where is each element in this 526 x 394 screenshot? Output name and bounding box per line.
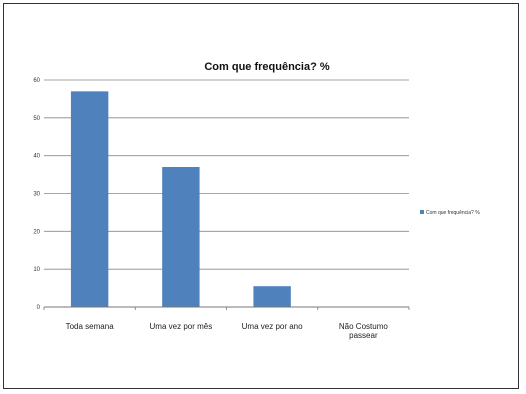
x-category-label: Toda semana xyxy=(66,322,115,331)
y-tick-label: 0 xyxy=(37,305,41,311)
bar-0 xyxy=(70,91,109,307)
legend-label: Com que frequência? % xyxy=(426,210,480,216)
x-category-label: Não Costumo passear xyxy=(339,322,388,340)
y-tick-label: 30 xyxy=(33,192,40,198)
bars xyxy=(70,91,291,307)
legend-swatch xyxy=(420,210,424,214)
y-axis-ticks: 0 10 20 30 40 50 60 xyxy=(33,78,40,311)
y-tick-label: 40 xyxy=(33,154,40,160)
y-tick-label: 50 xyxy=(33,116,40,122)
y-tick-label: 10 xyxy=(33,267,40,273)
chart-frame: Com que frequência? % 0 10 20 30 40 50 60 Toda… xyxy=(3,3,519,389)
x-category-label: Uma vez por ano xyxy=(242,322,303,331)
y-tick-label: 60 xyxy=(33,78,40,84)
x-axis-categories: Toda semana Uma vez por mês Uma vez por an… xyxy=(43,307,410,340)
bar-2 xyxy=(253,286,291,307)
x-category-label: Uma vez por mês xyxy=(150,322,213,331)
bar-chart: Com que frequência? % 0 10 20 30 40 50 60 Toda… xyxy=(33,61,480,340)
y-tick-label: 20 xyxy=(33,229,40,235)
chart-title: Com que frequência? % xyxy=(204,61,330,73)
bar-1 xyxy=(162,167,200,307)
legend: Com que frequência? % xyxy=(420,210,480,216)
